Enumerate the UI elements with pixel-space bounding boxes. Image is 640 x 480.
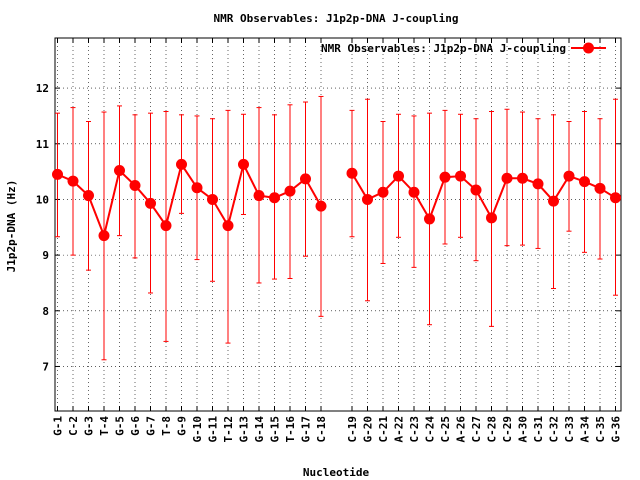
data-point — [362, 193, 373, 205]
x-tick-label: G-10 — [191, 416, 204, 443]
x-tick-label: C-2 — [67, 416, 80, 436]
x-tick-label: G-6 — [129, 416, 142, 436]
y-tick-label: 11 — [36, 138, 50, 151]
y-tick-label: 10 — [36, 193, 49, 206]
legend: NMR Observables: J1p2p-DNA J-coupling — [321, 42, 606, 55]
x-tick-label: T-8 — [160, 416, 173, 436]
data-point — [114, 164, 125, 176]
data-point — [579, 176, 590, 188]
y-axis-label: J1p2p-DNA (Hz) — [5, 180, 18, 273]
x-tick-label: G-36 — [610, 416, 623, 443]
x-tick-label: A-22 — [393, 416, 406, 443]
data-point — [610, 192, 621, 204]
x-axis-label: Nucleotide — [303, 466, 370, 479]
data-point — [300, 173, 311, 185]
data-point — [52, 168, 63, 180]
data-point — [548, 195, 559, 207]
y-tick-label: 12 — [36, 82, 49, 95]
x-tick-label: C-29 — [501, 416, 514, 443]
data-point — [253, 190, 265, 202]
x-tick-label: G-20 — [362, 416, 375, 443]
x-tick-label: C-32 — [548, 416, 561, 443]
x-tick-label: C-27 — [470, 416, 483, 443]
data-layer — [52, 95, 621, 361]
x-tick-label: G-1 — [52, 416, 65, 436]
grid-layer — [55, 38, 621, 411]
x-tick-label: C-18 — [315, 416, 328, 443]
x-tick-label: T-12 — [222, 416, 235, 443]
data-point — [129, 180, 141, 192]
legend-label: NMR Observables: J1p2p-DNA J-coupling — [321, 42, 566, 55]
x-tick-label: G-15 — [269, 416, 282, 443]
data-point — [594, 182, 606, 194]
x-tick-label: G-13 — [238, 416, 251, 443]
data-point — [563, 170, 575, 182]
data-point — [315, 200, 327, 212]
data-point — [284, 185, 296, 197]
x-tick-label: G-17 — [300, 416, 313, 443]
data-point — [377, 186, 389, 198]
data-point — [346, 167, 358, 179]
x-tick-label: A-26 — [455, 416, 468, 443]
x-tick-label: C-33 — [563, 416, 576, 443]
data-point — [517, 172, 528, 184]
data-point — [83, 190, 94, 202]
data-point — [486, 212, 497, 224]
x-tick-label: C-25 — [439, 416, 452, 443]
x-tick-label: C-19 — [346, 416, 359, 443]
y-tick-label: 7 — [42, 360, 49, 373]
chart-title: NMR Observables: J1p2p-DNA J-coupling — [213, 12, 458, 25]
x-tick-label: G-7 — [145, 416, 158, 436]
data-point — [393, 170, 404, 182]
y-tick-label: 9 — [42, 249, 49, 262]
series-line — [351, 172, 617, 222]
x-tick-label: A-30 — [517, 416, 530, 443]
data-point — [222, 220, 234, 232]
x-tick-label: C-24 — [424, 416, 437, 443]
plot-frame — [54, 37, 622, 412]
data-point — [269, 192, 280, 204]
x-tick-label: G-9 — [176, 416, 189, 436]
data-point — [408, 186, 420, 198]
data-point — [98, 230, 110, 242]
data-point — [470, 184, 482, 196]
x-tick-label: G-14 — [253, 416, 266, 443]
x-tick-label: G-5 — [114, 416, 127, 436]
x-tick-label: C-35 — [594, 416, 607, 443]
data-point — [532, 178, 544, 190]
legend-marker-swatch — [583, 42, 594, 54]
data-point — [439, 171, 451, 183]
data-point — [207, 193, 218, 205]
x-tick-label: G-3 — [83, 416, 96, 436]
data-point — [455, 170, 466, 182]
x-tick-label: C-21 — [377, 416, 390, 443]
data-point — [501, 172, 513, 184]
data-point — [145, 197, 156, 209]
x-tick-layer: G-1 C-2 G-3 T-4 G-5 G-6 G-7 T-8 G-9 G-10 G-11 T-12 G… — [52, 38, 623, 443]
x-tick-label: T-4 — [98, 416, 111, 436]
data-point — [424, 213, 435, 225]
x-tick-label: C-31 — [532, 416, 545, 443]
y-tick-label: 8 — [42, 305, 49, 318]
data-point — [160, 220, 172, 232]
x-tick-label: T-16 — [284, 416, 297, 443]
data-point — [191, 182, 203, 194]
data-point — [238, 158, 249, 170]
x-tick-label: G-11 — [207, 416, 220, 443]
y-tick-layer: 7 8 9 10 11 12 — [36, 82, 621, 373]
series-line — [57, 161, 322, 239]
data-point — [176, 158, 187, 170]
x-tick-label: C-23 — [408, 416, 421, 443]
x-tick-label: C-28 — [486, 416, 499, 443]
x-tick-label: A-34 — [579, 416, 592, 443]
data-point — [67, 175, 79, 187]
